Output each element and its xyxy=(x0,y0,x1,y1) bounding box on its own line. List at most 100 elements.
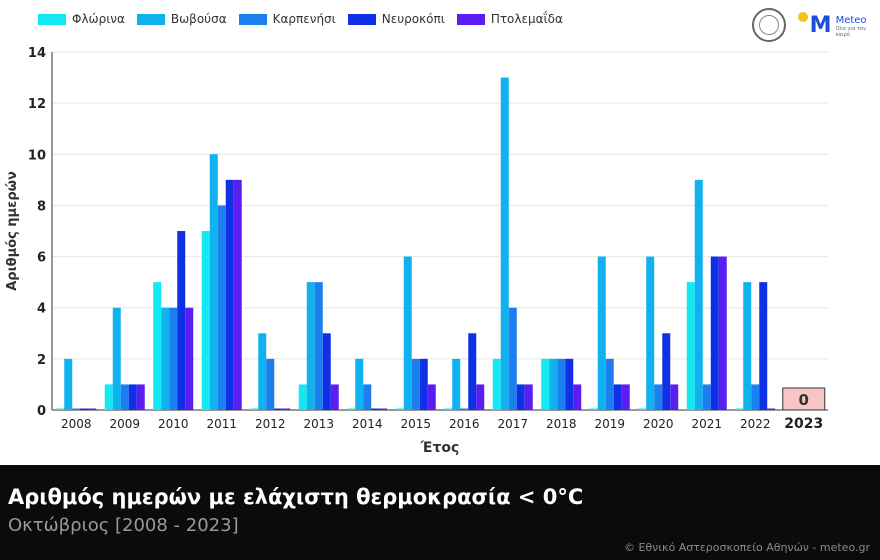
x-axis-title: Έτος xyxy=(420,440,460,456)
bar xyxy=(751,384,760,410)
legend-label: Βωβούσα xyxy=(170,12,227,26)
legend-swatch xyxy=(136,13,165,25)
bar xyxy=(460,408,469,410)
bar xyxy=(686,282,695,410)
bar xyxy=(136,384,145,410)
bar xyxy=(670,384,679,410)
bar xyxy=(605,358,614,410)
sun-icon xyxy=(798,12,808,22)
legend-swatch xyxy=(38,13,66,25)
bar xyxy=(282,408,291,410)
meteo-m-icon: M xyxy=(809,13,832,38)
legend-item-vovousa: Βωβούσα xyxy=(136,12,227,26)
bar xyxy=(88,408,97,410)
legend-item-nevrokopi: Νευροκόπι xyxy=(347,12,445,26)
bar xyxy=(492,358,501,410)
x-tick-label: 2015 xyxy=(400,417,431,431)
legend: Φλώρινα Βωβούσα Καρπενήσι Νευροκόπι Πτολ… xyxy=(38,12,563,26)
legend-item-florina: Φλώρινα xyxy=(38,12,125,26)
legend-label: Καρπενήσι xyxy=(272,12,336,26)
bar xyxy=(322,333,331,410)
bar xyxy=(64,358,73,410)
bar xyxy=(557,358,566,410)
y-tick-label: 10 xyxy=(28,148,46,163)
bar xyxy=(72,408,81,410)
meteo-logo: M Meteo Όλα για τον καιρό xyxy=(798,12,880,38)
x-tick-label: 2020 xyxy=(643,417,674,431)
highlight-value-label: 0 xyxy=(799,391,809,409)
bar xyxy=(161,307,170,410)
y-tick-label: 2 xyxy=(37,353,46,368)
bar xyxy=(589,408,598,410)
bar xyxy=(710,256,719,410)
bar xyxy=(217,205,226,410)
bar xyxy=(209,154,218,410)
bar xyxy=(654,384,663,410)
bar xyxy=(549,358,558,410)
bar xyxy=(120,384,129,410)
meteo-logo-tagline: Όλα για τον καιρό xyxy=(835,26,866,38)
bar xyxy=(177,231,186,410)
bar xyxy=(403,256,412,410)
bar xyxy=(233,179,242,410)
bar xyxy=(379,408,388,410)
legend-swatch xyxy=(456,13,485,25)
meteo-logo-word: Meteo xyxy=(835,15,867,26)
y-tick-label: 4 xyxy=(37,302,46,317)
footer: Αριθμός ημερών με ελάχιστη θερμοκρασία <… xyxy=(0,465,880,560)
bar xyxy=(702,384,711,410)
bar xyxy=(718,256,727,410)
bar xyxy=(128,384,137,410)
x-tick-label: 2008 xyxy=(61,417,92,431)
highlight-box xyxy=(782,387,826,411)
bar xyxy=(112,307,121,410)
x-tick-label: 2018 xyxy=(546,417,577,431)
bar xyxy=(363,384,372,410)
bar xyxy=(427,384,436,410)
legend-item-ptolemaida: Πτολεμαΐδα xyxy=(456,12,563,26)
bar xyxy=(330,384,339,410)
bar xyxy=(371,408,380,410)
x-tick-label: 2013 xyxy=(303,417,334,431)
x-tick-label: 2011 xyxy=(206,417,237,431)
bar xyxy=(201,231,210,410)
footer-title: Αριθμός ημερών με ελάχιστη θερμοκρασία <… xyxy=(8,485,584,509)
y-axis-title: Αριθμός ημερών xyxy=(5,171,20,291)
legend-label: Πτολεμαΐδα xyxy=(490,12,563,26)
chart-area: Φλώρινα Βωβούσα Καρπενήσι Νευροκόπι Πτολ… xyxy=(0,0,880,465)
bar xyxy=(613,384,622,410)
bar xyxy=(80,408,89,410)
bar xyxy=(468,333,477,410)
bar xyxy=(597,256,606,410)
bar xyxy=(104,384,113,410)
x-tick-label: 2014 xyxy=(352,417,383,431)
bar xyxy=(476,384,485,410)
footer-credit: © Εθνικό Αστεροσκοπείο Αθηνών - meteo.gr xyxy=(623,541,870,554)
bar xyxy=(258,333,267,410)
bar xyxy=(355,358,364,410)
y-tick-label: 14 xyxy=(28,46,46,61)
x-tick-label: 2010 xyxy=(158,417,189,431)
x-tick-label: 2012 xyxy=(255,417,286,431)
footer-subtitle: Οκτώβριος [2008 - 2023] xyxy=(8,515,239,536)
bar xyxy=(508,307,517,410)
bar xyxy=(524,384,533,410)
x-tick-label: 2016 xyxy=(449,417,480,431)
legend-item-karpenisi: Καρπενήσι xyxy=(238,12,336,26)
bar xyxy=(314,282,323,410)
x-tick-label: 2021 xyxy=(691,417,722,431)
bar xyxy=(662,333,671,410)
bar xyxy=(516,384,525,410)
bar xyxy=(743,282,752,410)
bar xyxy=(185,307,194,410)
bar xyxy=(735,408,744,410)
bar xyxy=(444,408,453,410)
y-tick-label: 0 xyxy=(37,404,46,419)
bar xyxy=(153,282,162,410)
bar xyxy=(419,358,428,410)
legend-label: Νευροκόπι xyxy=(381,12,445,26)
legend-swatch xyxy=(238,13,267,25)
bar xyxy=(250,408,259,410)
meteo-logo-text: Meteo Όλα για τον καιρό xyxy=(836,15,880,38)
y-tick-label: 6 xyxy=(37,251,46,266)
